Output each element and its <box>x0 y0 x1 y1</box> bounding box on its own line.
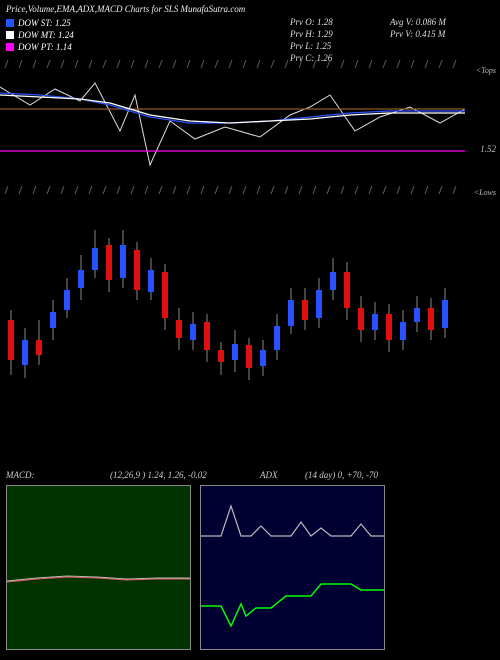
adx-params: (14 day) 0, +70, -70 <box>305 470 378 480</box>
adx-label: ADX <box>260 470 278 480</box>
legend-mt-label: DOW MT: 1.24 <box>18 30 74 40</box>
macd-panel <box>6 485 191 650</box>
macd-name: MACD: <box>6 470 35 480</box>
legend-mt: DOW MT: 1.24 <box>6 30 74 40</box>
tick-row-mid <box>0 186 465 196</box>
legend-pt-label: DOW PT: 1.14 <box>18 42 72 52</box>
adx-panel <box>200 485 385 650</box>
legend-pt-swatch <box>6 43 14 51</box>
macd-params: (12,26,9 ) 1.24, 1.26, -0.02 <box>110 470 207 480</box>
ema-panel <box>0 65 465 180</box>
macd-label: MACD: <box>6 470 35 480</box>
stats-ohlc: Prv O: 1.28 Prv H: 1.29 Prv L: 1.25 Prv … <box>290 16 333 64</box>
axis-lows-label: <Lows <box>474 188 496 197</box>
stat-o: Prv O: 1.28 <box>290 16 333 28</box>
adx-svg <box>201 486 384 649</box>
axis-tops-label: <Tops <box>476 66 496 75</box>
legend-mt-swatch <box>6 31 14 39</box>
legend-st-label: DOW ST: 1.25 <box>18 18 71 28</box>
legend-st-swatch <box>6 19 14 27</box>
tick-row-top <box>0 60 465 70</box>
macd-svg <box>7 486 190 649</box>
price-value-label: 1.52 <box>480 144 496 154</box>
stats-vol: Avg V: 0.086 M Prv V: 0.415 M <box>390 16 446 40</box>
stat-prvv: Prv V: 0.415 M <box>390 28 446 40</box>
candlestick-panel <box>0 200 465 410</box>
stat-l: Prv L: 1.25 <box>290 40 333 52</box>
stat-h: Prv H: 1.29 <box>290 28 333 40</box>
chart-title: Price,Volume,EMA,ADX,MACD Charts for SLS… <box>6 4 245 14</box>
legend-st: DOW ST: 1.25 <box>6 18 71 28</box>
legend-pt: DOW PT: 1.14 <box>6 42 72 52</box>
stat-avgv: Avg V: 0.086 M <box>390 16 446 28</box>
